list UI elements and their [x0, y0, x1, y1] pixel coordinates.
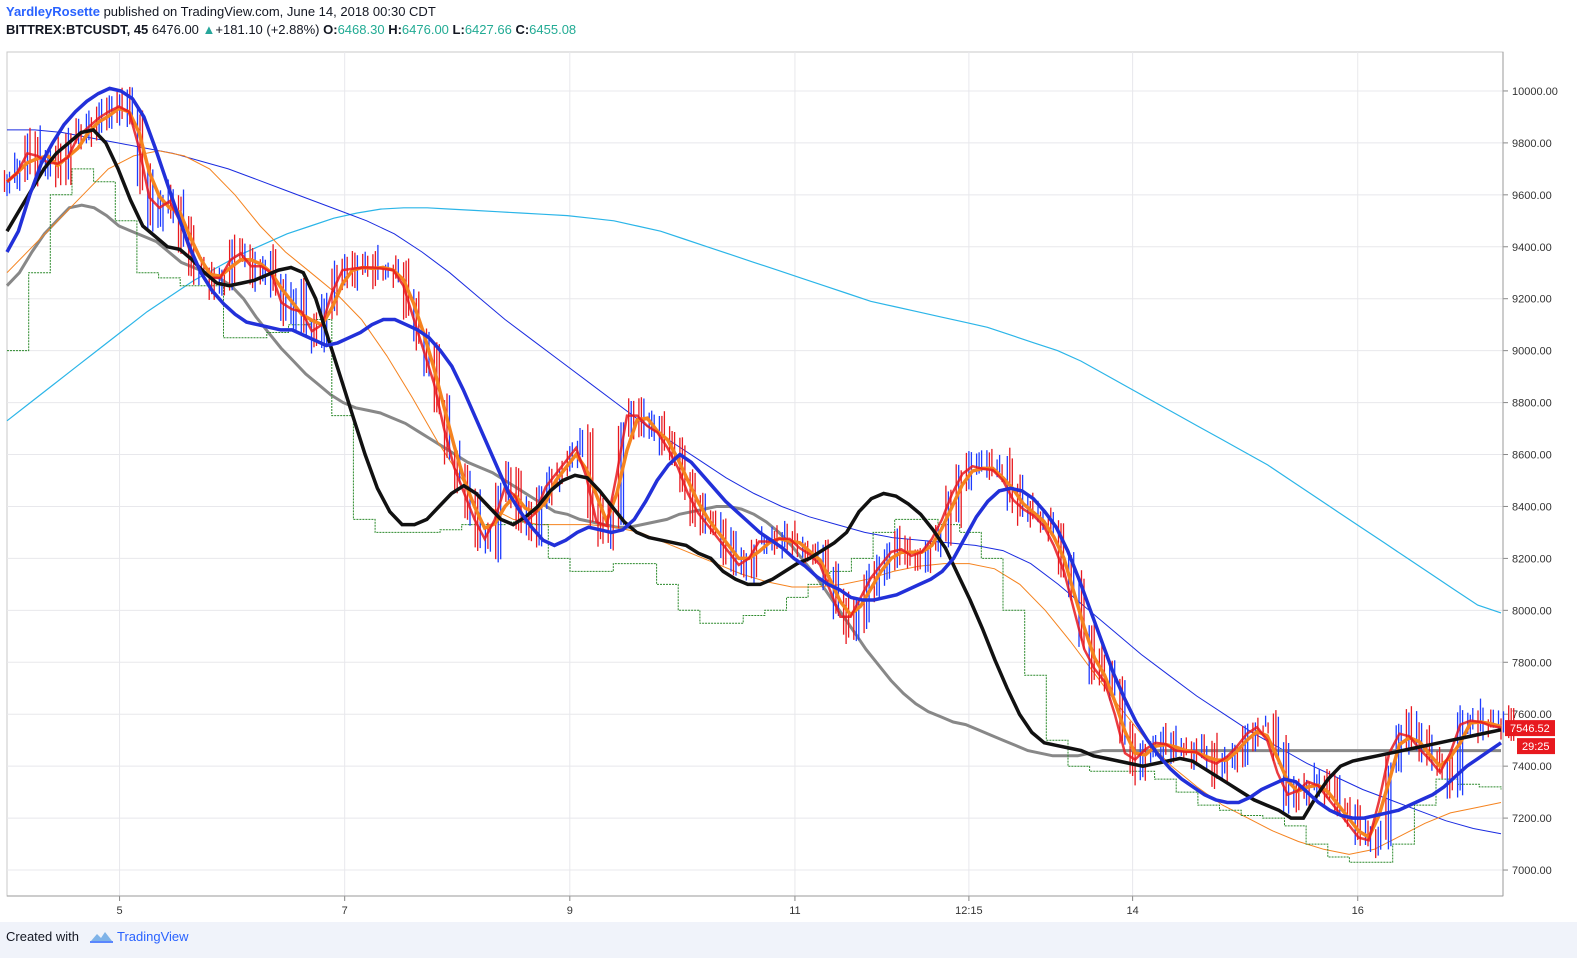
- y-tick-label: 9800.00: [1512, 138, 1552, 150]
- x-tick-label: 16: [1352, 905, 1364, 917]
- y-tick-label: 7000.00: [1512, 865, 1552, 877]
- ma-orange-fast-line: [5, 106, 1502, 840]
- y-tick-label: 8400.00: [1512, 501, 1552, 513]
- ma-cyan-line: [6, 207, 1502, 614]
- current-price-tag: [1505, 720, 1555, 737]
- ma-red-fast-line: [6, 105, 1502, 842]
- x-tick-label: 7: [342, 905, 348, 917]
- y-tick-label: 8000.00: [1512, 605, 1552, 617]
- close-value: 6455.08: [529, 22, 577, 37]
- high-label: H:: [388, 22, 402, 37]
- y-tick-label: 7600.00: [1512, 709, 1552, 721]
- y-tick-label: 9000.00: [1512, 346, 1552, 358]
- open-value: 6468.30: [337, 22, 385, 37]
- chart-area[interactable]: 10000.00 9800.00 9600.00 9400.00 9200.00 9000…: [0, 44, 1577, 922]
- x-tick-label: 12:15: [955, 905, 983, 917]
- ma-black-line: [5, 127, 1502, 820]
- author-link[interactable]: YardleyRosette: [6, 4, 100, 19]
- low-label: L:: [452, 22, 465, 37]
- ma-blue-thin-line: [7, 129, 1502, 835]
- current-price-label: 7546.52: [1510, 723, 1550, 735]
- ohlc-line: BITTREX:BTCUSDT, 45 6476.00 ▲+181.10 (+2…: [6, 22, 576, 37]
- tradingview-cloud-icon: [90, 932, 113, 943]
- footer: Created with TradingView: [0, 924, 1577, 958]
- ma-blue-thick-line: [5, 86, 1502, 820]
- plot-area[interactable]: [6, 51, 1504, 897]
- chart-header: YardleyRosette published on TradingView.…: [0, 0, 1577, 44]
- high-value: 6476.00: [401, 22, 449, 37]
- x-tick-label: 14: [1126, 905, 1138, 917]
- last-price: 6476.00: [151, 22, 199, 37]
- y-tick-label: 10000.00: [1512, 86, 1558, 98]
- y-tick-label: 7400.00: [1512, 761, 1552, 773]
- bar-timer-label: 29:25: [1522, 741, 1550, 753]
- x-tick-label: 5: [116, 905, 122, 917]
- y-tick-label: 8800.00: [1512, 398, 1552, 410]
- created-with-text: Created with: [6, 929, 79, 944]
- price-chart[interactable]: 10000.00 9800.00 9600.00 9400.00 9200.00 9000…: [0, 44, 1577, 922]
- y-tick-label: 8200.00: [1512, 553, 1552, 565]
- y-tick-label: 7800.00: [1512, 657, 1552, 669]
- tradingview-brand[interactable]: TradingView: [117, 929, 189, 944]
- y-tick-label: 9600.00: [1512, 190, 1552, 202]
- y-tick-label: 8600.00: [1512, 450, 1552, 462]
- ma-green-step-line: [7, 168, 1502, 863]
- low-value: 6427.66: [464, 22, 512, 37]
- y-tick-label: 7200.00: [1512, 813, 1552, 825]
- up-arrow-icon: ▲: [202, 22, 216, 37]
- close-label: C:: [515, 22, 530, 37]
- x-tick-label: 9: [567, 905, 573, 917]
- x-tick-label: 11: [789, 905, 800, 917]
- open-label: O:: [323, 22, 338, 37]
- price-change: +181.10 (+2.88%): [215, 22, 320, 37]
- ma-gray-line: [5, 203, 1501, 758]
- publish-line: YardleyRosette published on TradingView.…: [6, 4, 436, 19]
- y-tick-label: 9200.00: [1512, 294, 1552, 306]
- bar-timer-tag: [1517, 738, 1555, 755]
- y-tick-label: 9400.00: [1512, 242, 1552, 254]
- symbol-label[interactable]: BITTREX:BTCUSDT, 45: [6, 22, 149, 37]
- published-text: published on TradingView.com, June 14, 2…: [103, 4, 436, 19]
